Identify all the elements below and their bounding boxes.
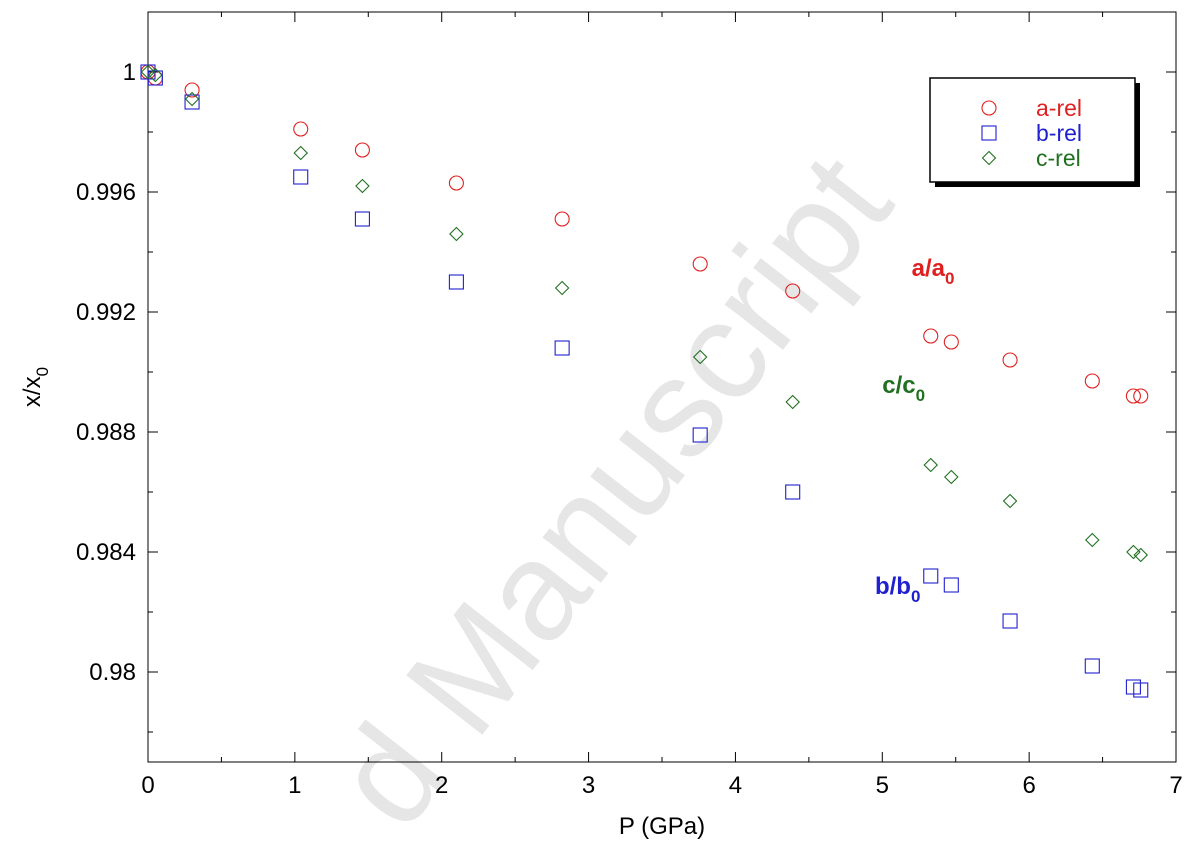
- a-rel-point: [923, 328, 939, 344]
- annotations: a/a0c/c0b/b0: [875, 255, 955, 606]
- c-rel-point: [692, 349, 708, 365]
- b-rel-point: [293, 169, 309, 185]
- c-rel-point: [1085, 532, 1100, 548]
- c-rel-point: [355, 178, 370, 194]
- b-rel-point: [554, 340, 570, 356]
- legend-label: b-rel: [1036, 120, 1082, 146]
- a-rel-point: [354, 142, 370, 158]
- annotation-main: b/b: [875, 573, 911, 600]
- x-tick-label: 6: [1022, 772, 1035, 799]
- y-tick-label: 1: [123, 59, 136, 86]
- c-rel-point: [944, 469, 959, 485]
- b-rel-point: [184, 94, 200, 110]
- c-rel-point: [1002, 493, 1018, 509]
- x-tick-label: 1: [288, 772, 301, 799]
- b-rel-point: [448, 274, 464, 290]
- annotation-main: a/a: [912, 255, 946, 282]
- a-rel-point: [1002, 352, 1018, 368]
- c-rel-point: [1133, 547, 1149, 563]
- a-rel-point: [692, 256, 708, 272]
- watermark: d Manuscript: [303, 126, 920, 842]
- data-points: [140, 64, 1149, 698]
- c-rel-point: [785, 394, 800, 410]
- legend-label: a-rel: [1036, 95, 1082, 121]
- c-rel-point: [554, 280, 570, 296]
- y-tick-label: 0.984: [76, 539, 136, 566]
- annotation-label: c/c0: [882, 372, 925, 405]
- b-rel-point: [943, 577, 959, 593]
- y-axis-label-main: x/x: [19, 376, 46, 407]
- legend-marker-c-rel: [981, 150, 997, 166]
- c-rel-point: [449, 226, 464, 242]
- annotation-sub: 0: [945, 269, 954, 288]
- legend-marker-a-rel: [981, 100, 997, 116]
- c-rel-point: [140, 64, 156, 80]
- b-rel-point: [1002, 613, 1018, 629]
- c-rel-point: [1126, 544, 1141, 560]
- x-axis-label: P (GPa): [619, 813, 705, 840]
- x-tick-label: 4: [729, 772, 742, 799]
- b-rel-point: [692, 427, 708, 443]
- x-tick-label: 5: [876, 772, 889, 799]
- a-rel-point: [554, 211, 570, 227]
- annotation-label: a/a0: [912, 255, 955, 288]
- b-rel-point: [1133, 682, 1149, 698]
- y-axis-label-sub: 0: [33, 367, 52, 376]
- a-rel-point: [943, 334, 959, 350]
- b-rel-point: [354, 211, 370, 227]
- axes: 0 1 2 3 4 5 6 7 0.98 0.984 0.988 0.992 0.996 1: [76, 11, 1183, 799]
- a-rel-point: [184, 82, 200, 98]
- a-rel-point: [1133, 388, 1149, 404]
- y-tick-label: 0.988: [76, 419, 136, 446]
- b-rel-point: [923, 568, 939, 584]
- y-axis-label-group: x/x0: [19, 367, 52, 407]
- annotation-label: b/b0: [875, 573, 920, 606]
- y-tick-label: 0.98: [89, 659, 136, 686]
- a-rel-point: [1084, 373, 1100, 389]
- annotation-main: c/c: [882, 372, 915, 399]
- annotation-sub: 0: [916, 386, 925, 405]
- a-rel-point: [1125, 388, 1141, 404]
- x-tick-label: 7: [1169, 772, 1182, 799]
- c-rel-point: [293, 145, 309, 161]
- x-tick-label: 2: [435, 772, 448, 799]
- annotation-sub: 0: [911, 587, 920, 606]
- c-rel-point: [923, 457, 939, 473]
- b-rel-point: [1084, 658, 1100, 674]
- c-rel-point: [148, 67, 163, 83]
- y-axis-label: x/x0: [19, 367, 52, 407]
- y-tick-label: 0.992: [76, 299, 136, 326]
- legend-label: c-rel: [1036, 145, 1081, 171]
- x-tick-label: 0: [141, 772, 154, 799]
- a-rel-point: [785, 283, 801, 299]
- c-rel-point: [184, 91, 200, 107]
- y-tick-label: 0.996: [76, 179, 136, 206]
- a-rel-point: [448, 175, 464, 191]
- a-rel-point: [293, 121, 309, 137]
- x-tick-label: 3: [582, 772, 595, 799]
- legend-box: [929, 77, 1136, 183]
- legend-marker-b-rel: [981, 125, 997, 141]
- b-rel-point: [785, 484, 801, 500]
